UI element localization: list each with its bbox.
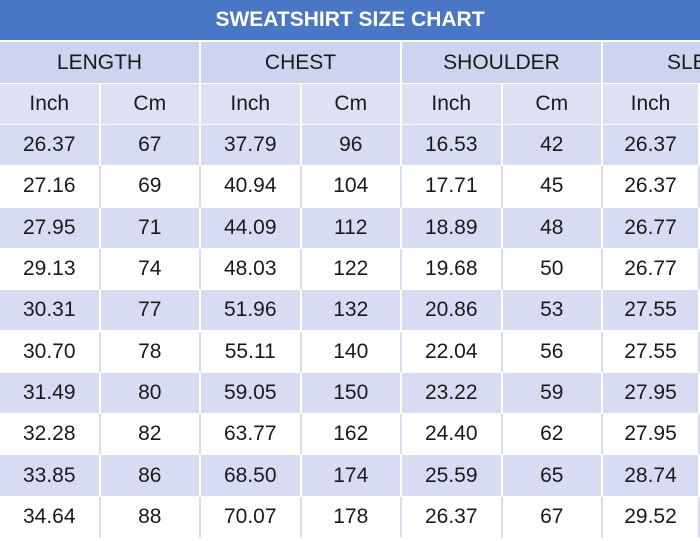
data-cell: 78: [100, 331, 201, 373]
group-header: SLE: [603, 42, 700, 84]
data-cell: 80: [100, 372, 201, 415]
data-cell: 27.95: [603, 372, 700, 415]
data-cell: 18.89: [402, 207, 503, 249]
data-cell: 178: [301, 496, 402, 538]
data-cell: 27.95: [0, 207, 101, 249]
data-cell: 26.77: [603, 248, 700, 291]
data-cell: 132: [301, 290, 402, 332]
data-cell: 65: [502, 455, 603, 497]
data-cell: 30.31: [0, 290, 101, 332]
data-cell: 33.85: [0, 455, 101, 497]
data-cell: 17.71: [402, 166, 503, 208]
data-cell: 40.94: [201, 166, 302, 208]
data-cell: 122: [301, 248, 402, 291]
data-cell: 22.04: [402, 331, 503, 373]
data-cell: 31.49: [0, 372, 101, 415]
data-cell: 26.37: [402, 496, 503, 538]
unit-header: Cm: [301, 84, 402, 125]
group-header: SHOULDER: [402, 42, 603, 84]
data-cell: 26.37: [603, 125, 700, 167]
unit-header: Inch: [402, 84, 503, 125]
data-cell: 59.05: [201, 372, 302, 415]
data-cell: 32.28: [0, 414, 101, 456]
data-cell: 27.55: [603, 290, 700, 332]
data-cell: 104: [301, 166, 402, 208]
data-cell: 59: [502, 372, 603, 415]
data-cell: 62: [502, 414, 603, 456]
data-cell: 150: [301, 372, 402, 415]
data-cell: 28.74: [603, 455, 700, 497]
data-cell: 34.64: [0, 496, 101, 538]
data-cell: 26.37: [0, 125, 101, 167]
data-cell: 74: [100, 248, 201, 291]
data-cell: 45: [502, 166, 603, 208]
data-cell: 27.55: [603, 331, 700, 373]
data-cell: 29.13: [0, 248, 101, 291]
unit-header: Inch: [603, 84, 700, 125]
data-cell: 27.95: [603, 414, 700, 456]
data-cell: 44.09: [201, 207, 302, 249]
unit-header: Inch: [0, 84, 101, 125]
data-cell: 26.37: [603, 166, 700, 208]
group-header: LENGTH: [0, 42, 201, 84]
data-cell: 77: [100, 290, 201, 332]
unit-header: Inch: [201, 84, 302, 125]
data-cell: 63.77: [201, 414, 302, 456]
data-cell: 67: [100, 125, 201, 167]
data-cell: 20.86: [402, 290, 503, 332]
data-cell: 51.96: [201, 290, 302, 332]
data-cell: 82: [100, 414, 201, 456]
unit-header: Cm: [502, 84, 603, 125]
data-cell: 68.50: [201, 455, 302, 497]
data-cell: 42: [502, 125, 603, 167]
unit-header: Cm: [100, 84, 201, 125]
data-cell: 88: [100, 496, 201, 538]
data-cell: 112: [301, 207, 402, 249]
data-cell: 140: [301, 331, 402, 373]
data-cell: 162: [301, 414, 402, 456]
data-cell: 70.07: [201, 496, 302, 538]
data-cell: 48.03: [201, 248, 302, 291]
data-cell: 26.77: [603, 207, 700, 249]
data-cell: 55.11: [201, 331, 302, 373]
data-cell: 25.59: [402, 455, 503, 497]
data-cell: 16.53: [402, 125, 503, 167]
data-cell: 53: [502, 290, 603, 332]
data-cell: 30.70: [0, 331, 101, 373]
data-cell: 48: [502, 207, 603, 249]
table-title: SWEATSHIRT SIZE CHART: [0, 0, 700, 40]
data-cell: 50: [502, 248, 603, 291]
data-cell: 23.22: [402, 372, 503, 415]
data-cell: 174: [301, 455, 402, 497]
data-cell: 37.79: [201, 125, 302, 167]
data-cell: 56: [502, 331, 603, 373]
data-cell: 86: [100, 455, 201, 497]
data-cell: 67: [502, 496, 603, 538]
data-cell: 27.16: [0, 166, 101, 208]
data-cell: 71: [100, 207, 201, 249]
data-cell: 96: [301, 125, 402, 167]
data-cell: 29.52: [603, 496, 700, 538]
data-cell: 24.40: [402, 414, 503, 456]
group-header: CHEST: [201, 42, 402, 84]
data-cell: 19.68: [402, 248, 503, 291]
data-cell: 69: [100, 166, 201, 208]
